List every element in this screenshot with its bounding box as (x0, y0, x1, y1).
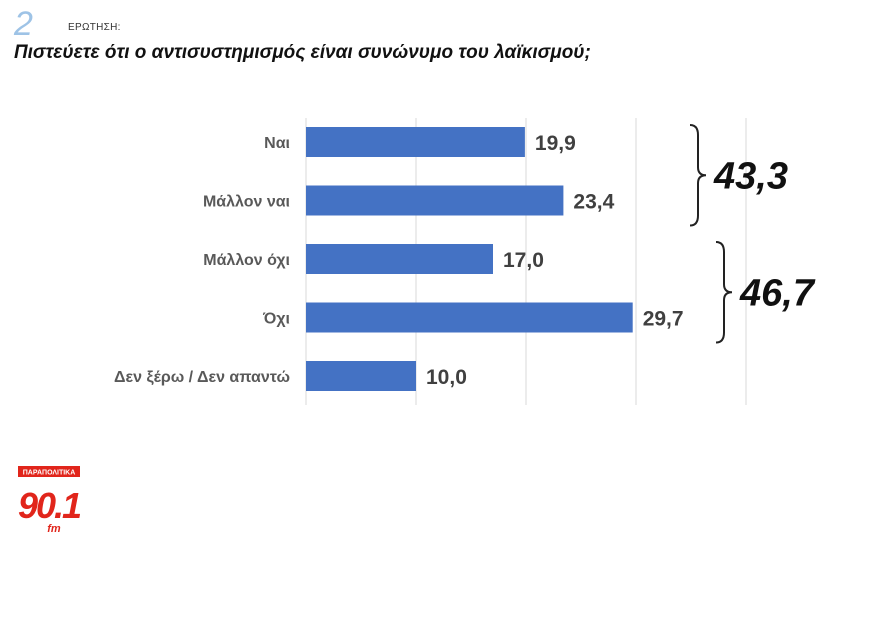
question-title: Πιστεύετε ότι ο αντισυστημισμός είναι συ… (14, 42, 591, 63)
value-label: 29,7 (643, 308, 684, 331)
value-label: 19,9 (535, 132, 576, 155)
category-label: Μάλλον όχι (203, 252, 290, 269)
bar-chart: Ναι 19,9 Μάλλον ναι 23,4 Μάλλον όχι 17,0 Όχι 29… (114, 118, 816, 405)
group-brace (715, 241, 733, 344)
value-label: 23,4 (573, 191, 614, 214)
group-brace (689, 124, 707, 227)
category-label: Όχι (262, 311, 290, 328)
value-label: 17,0 (503, 249, 544, 272)
logo-number: 90.1 (18, 485, 80, 526)
radio-logo: ΠΑΡΑΠΟΛΙΤΙΚΑ 90.1 fm (18, 466, 80, 535)
bar (306, 127, 525, 157)
bar (306, 302, 633, 333)
category-label: Ναι (264, 135, 290, 152)
category-label: Μάλλον ναι (203, 194, 290, 211)
group-total-label: 43,3 (713, 155, 788, 197)
category-label: Δεν ξέρω / Δεν απαντώ (114, 369, 290, 386)
question-label: ΕΡΩΤΗΣΗ: (68, 22, 121, 33)
bar (306, 185, 564, 216)
value-label: 10,0 (426, 366, 467, 389)
bar (306, 361, 416, 391)
bar (306, 244, 493, 274)
logo-suffix: fm (47, 523, 61, 535)
logo-text: ΠΑΡΑΠΟΛΙΤΙΚΑ (23, 470, 76, 477)
question-number: 2 (14, 5, 33, 43)
group-total-label: 46,7 (739, 272, 816, 314)
